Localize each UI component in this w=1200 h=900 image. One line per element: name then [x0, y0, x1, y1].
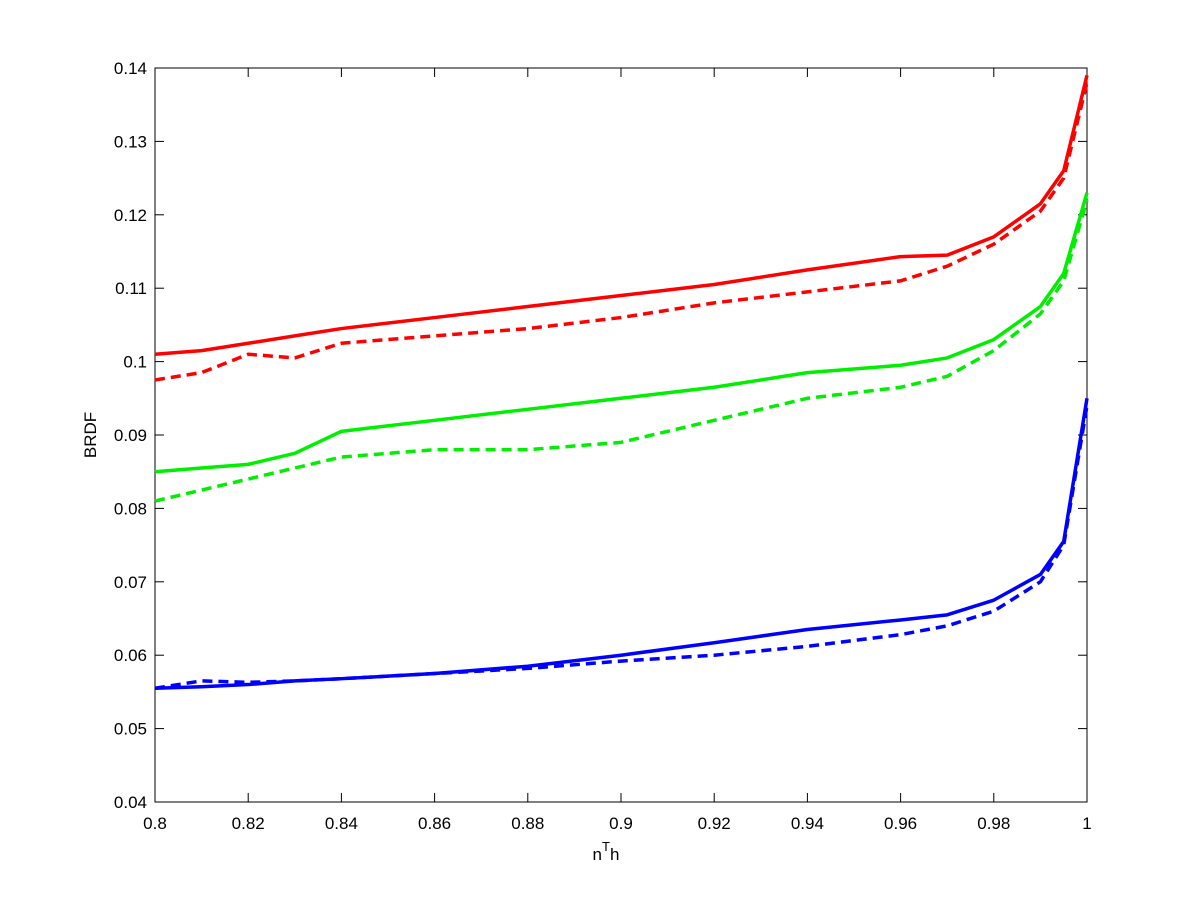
y-tick-label: 0.08 [114, 499, 147, 518]
y-tick-label: 0.14 [114, 59, 147, 78]
x-label-base: n [593, 845, 602, 864]
plot-area [154, 67, 1088, 803]
solid-line [154, 192, 1089, 474]
x-tick-label: 1 [1082, 814, 1091, 833]
x-tick-label: 0.82 [232, 814, 265, 833]
solid-line [154, 74, 1089, 357]
x-axis-label: nTh [593, 839, 620, 864]
x-label-rest: h [610, 845, 619, 864]
y-tick-label: 0.1 [123, 353, 147, 372]
dashed-line [154, 82, 1089, 382]
x-tick-label: 0.94 [791, 814, 824, 833]
y-tick-label: 0.06 [114, 646, 147, 665]
x-label-sup: T [602, 839, 610, 854]
x-tick-label: 0.92 [698, 814, 731, 833]
x-tick-label: 0.86 [418, 814, 451, 833]
dashed-line [154, 199, 1089, 503]
y-axis-label: BRDF [81, 412, 100, 458]
y-tick-label: 0.05 [114, 720, 147, 739]
dashed-line [154, 405, 1089, 690]
x-tick-label: 0.84 [325, 814, 358, 833]
y-tick-label: 0.04 [114, 793, 147, 812]
x-tick-label: 0.9 [609, 814, 633, 833]
x-tick-label: 0.8 [143, 814, 167, 833]
y-tick-label: 0.11 [115, 279, 147, 298]
y-tick-label: 0.12 [114, 206, 147, 225]
y-tick-label: 0.13 [114, 132, 147, 151]
x-tick-label: 0.88 [511, 814, 544, 833]
x-tick-label: 0.98 [977, 814, 1010, 833]
x-tick-label: 0.96 [884, 814, 917, 833]
y-tick-label: 0.07 [114, 573, 147, 592]
y-tick-label: 0.09 [114, 426, 147, 445]
